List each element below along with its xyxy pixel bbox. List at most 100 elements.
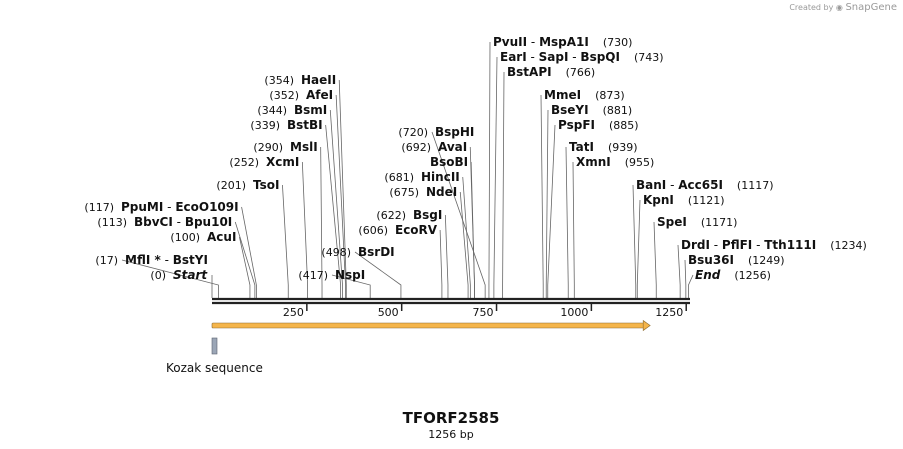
site-position: (766) xyxy=(566,66,596,79)
site-bsu36i[interactable]: Bsu36I (1249) xyxy=(688,253,785,267)
site-hincii[interactable]: HincII (681) xyxy=(384,170,459,184)
leader-line xyxy=(572,161,575,298)
site-tsoi[interactable]: TsoI (201) xyxy=(216,178,279,192)
site-ecorv[interactable]: EcoRV (606) xyxy=(358,223,437,237)
site-name: AvaI xyxy=(438,140,467,154)
site-position: (113) xyxy=(97,216,127,229)
orf-feature[interactable] xyxy=(211,319,651,332)
site-bstapi[interactable]: BstAPI (766) xyxy=(507,65,595,79)
enzyme-name: BsmI xyxy=(294,103,327,117)
site-position: (354) xyxy=(264,74,294,87)
leader-line xyxy=(431,131,486,298)
site-mmei[interactable]: MmeI (873) xyxy=(544,88,625,102)
site-bsrdi[interactable]: BsrDI (498) xyxy=(321,245,394,259)
site-pvuii[interactable]: PvuII - MspA1I (730) xyxy=(493,35,632,49)
leader-line xyxy=(677,244,681,298)
ruler: 250 500 750 1000 1250 xyxy=(283,304,687,319)
enzyme-name: BstYI xyxy=(173,253,208,267)
kozak-feature-box[interactable] xyxy=(211,337,218,355)
site-name: AcuI xyxy=(207,230,236,244)
site-bbvci[interactable]: BbvCI - Bpu10I (113) xyxy=(97,215,232,229)
enzyme-name: BbvCI xyxy=(134,215,173,229)
enzyme-name: XcmI xyxy=(266,155,299,169)
site-name: End xyxy=(695,268,721,282)
leader-line xyxy=(282,184,289,298)
site-afei[interactable]: AfeI (352) xyxy=(269,88,333,102)
site-mfli[interactable]: MflI * - BstYI (17) xyxy=(95,253,208,267)
leader-line xyxy=(632,184,637,298)
site-nspi[interactable]: NspI (417) xyxy=(298,268,365,282)
site-name: BbvCI - Bpu10I xyxy=(134,215,232,229)
site-bsmi[interactable]: BsmI (344) xyxy=(257,103,327,117)
ruler-tick-label: 500 xyxy=(378,306,399,319)
site-avai[interactable]: AvaI (692) xyxy=(401,140,467,154)
enzyme-name: PspFI xyxy=(558,118,595,132)
leader-line xyxy=(469,146,475,298)
sequence-name: TFORF2585 xyxy=(403,409,500,427)
enzyme-name: DrdI xyxy=(681,238,710,252)
name-separator: - xyxy=(527,35,539,49)
enzyme-name: PpuMI xyxy=(121,200,163,214)
enzyme-name: BseYI xyxy=(551,103,589,117)
site-name: Bsu36I xyxy=(688,253,734,267)
site-end[interactable]: End (1256) xyxy=(695,268,771,282)
site-bani[interactable]: BanI - Acc65I (1117) xyxy=(636,178,774,192)
site-ndei[interactable]: NdeI (675) xyxy=(389,185,457,199)
site-haeii[interactable]: HaeII (354) xyxy=(264,73,336,87)
site-msli[interactable]: MslI (290) xyxy=(253,140,317,154)
site-position: (290) xyxy=(253,141,283,154)
site-drdi[interactable]: DrdI - PflFI - Tth111I (1234) xyxy=(681,238,867,252)
site-name: PpuMI - EcoO109I xyxy=(121,200,239,214)
enzyme-name: AfeI xyxy=(306,88,333,102)
ruler-tick-label: 250 xyxy=(283,306,304,319)
site-name: HincII xyxy=(421,170,460,184)
site-spei[interactable]: SpeI (1171) xyxy=(657,215,737,229)
orf-arrow-body[interactable] xyxy=(211,322,645,329)
site-bsobi[interactable]: BsoBI xyxy=(430,155,468,169)
site-name: SpeI xyxy=(657,215,687,229)
leader-line xyxy=(121,259,219,298)
site-xmni[interactable]: XmnI (955) xyxy=(576,155,654,169)
leader-line xyxy=(462,176,471,298)
site-bstbi[interactable]: BstBI (339) xyxy=(250,118,322,132)
enzyme-name: End xyxy=(695,268,721,282)
enzyme-name: Acc65I xyxy=(678,178,723,192)
enzyme-name: BstAPI xyxy=(507,65,552,79)
site-position: (0) xyxy=(150,269,166,282)
enzyme-name: KpnI xyxy=(643,193,674,207)
site-bseyi[interactable]: BseYI (881) xyxy=(551,103,632,117)
enzyme-name: MflI * xyxy=(125,253,161,267)
site-xcmi[interactable]: XcmI (252) xyxy=(229,155,299,169)
site-position: (730) xyxy=(603,36,633,49)
site-position: (417) xyxy=(298,269,328,282)
site-position: (1171) xyxy=(701,216,738,229)
site-tati[interactable]: TatI (939) xyxy=(569,140,638,154)
site-position: (939) xyxy=(608,141,638,154)
leader-line xyxy=(320,146,323,298)
site-position: (720) xyxy=(398,126,428,139)
site-ppumi[interactable]: PpuMI - EcoO109I (117) xyxy=(84,200,238,214)
site-position: (100) xyxy=(170,231,200,244)
site-pspfi[interactable]: PspFI (885) xyxy=(558,118,639,132)
leader-line xyxy=(301,161,309,298)
leader-line xyxy=(234,221,256,298)
site-kpni[interactable]: KpnI (1121) xyxy=(643,193,724,207)
orf-arrow-head[interactable] xyxy=(642,319,651,332)
enzyme-name: MslI xyxy=(290,140,318,154)
site-start[interactable]: Start (0) xyxy=(150,268,208,282)
site-name: BsoBI xyxy=(430,155,468,169)
site-name: BsgI xyxy=(413,208,442,222)
leader-line xyxy=(439,229,443,298)
kozak-label: Kozak sequence xyxy=(166,361,263,375)
site-name: EarI - SapI - BspQI xyxy=(500,50,620,64)
site-eari[interactable]: EarI - SapI - BspQI (743) xyxy=(500,50,664,64)
site-name: TsoI xyxy=(253,178,279,192)
site-name: MslI xyxy=(290,140,318,154)
leader-line xyxy=(653,221,657,298)
site-acui[interactable]: AcuI (100) xyxy=(170,230,236,244)
site-bsgi[interactable]: BsgI (622) xyxy=(376,208,442,222)
site-name: DrdI - PflFI - Tth111I xyxy=(681,238,816,252)
site-bsphi[interactable]: BspHI (720) xyxy=(398,125,474,139)
site-position: (1234) xyxy=(830,239,867,252)
